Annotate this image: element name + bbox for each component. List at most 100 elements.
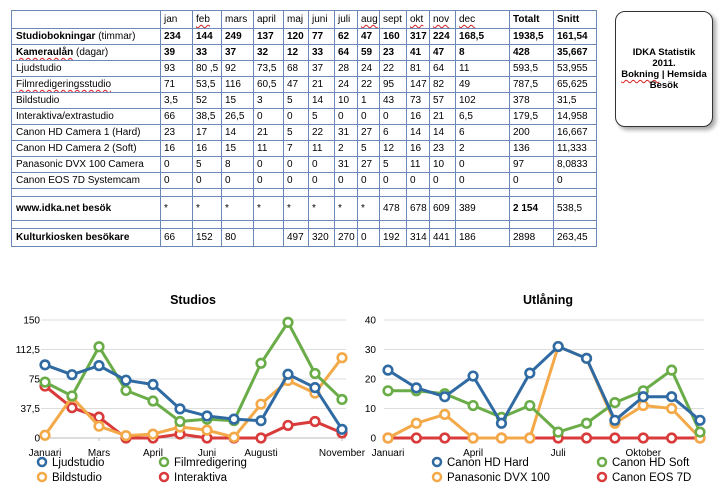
row-label: Kulturkiosken besökare [11, 228, 161, 247]
x-tick-label: Augusti [244, 448, 277, 459]
x-tick-label: Oktober [625, 448, 661, 459]
data-point [336, 352, 348, 364]
x-tick-label: April [463, 448, 483, 459]
data-point [439, 391, 451, 403]
data-point [93, 341, 105, 353]
row-label-text: Canon HD Camera 2 (Soft) [16, 143, 137, 154]
row-label-text: Kameraulån [16, 47, 74, 58]
data-point [228, 413, 240, 425]
data-point [609, 397, 621, 409]
data-point [201, 410, 213, 422]
value-cell: 478 [379, 196, 407, 221]
data-point [282, 368, 294, 380]
avg-cell: 263,45 [553, 228, 597, 247]
legend-marker [596, 471, 608, 483]
data-point [336, 423, 348, 435]
data-point [382, 385, 394, 397]
legend-label: Canon HD Hard [447, 457, 529, 469]
data-point [39, 429, 51, 441]
value-cell: 152 [192, 228, 222, 247]
data-point [255, 398, 267, 410]
data-point [93, 420, 105, 432]
value-cell: 270 [334, 228, 358, 247]
data-point [120, 374, 132, 386]
chart-title: Utlåning [523, 293, 573, 307]
data-point [309, 415, 321, 428]
row-label-text: Ljudstudio [16, 63, 62, 74]
data-point [410, 432, 422, 444]
table-row: www.idka.net besök * * * * * * * * 478 678 609 389 2 … [11, 196, 597, 221]
row-label-text: Filmredigeringsstudio [16, 79, 112, 90]
data-point [524, 367, 536, 379]
legend-marker [36, 456, 48, 468]
value-cell: 314 [406, 228, 430, 247]
chart-1: Utlåning 0 10 20 30 40 Januari April Juli Oktober… [365, 293, 706, 484]
y-tick-label: 0 [370, 434, 376, 445]
data-point [228, 431, 240, 443]
legend-label: Filmredigering [174, 457, 247, 469]
data-point [694, 414, 706, 426]
info-besok: Besök [649, 80, 679, 91]
total-cell: 2 154 [509, 196, 554, 221]
data-point [666, 391, 678, 403]
value-cell: * [308, 196, 335, 221]
data-point [147, 395, 159, 407]
x-tick-label: November [319, 448, 366, 459]
statistics-table: jan feb mars april maj juni juli aug sept okt nov d… [11, 10, 597, 247]
data-point [495, 417, 508, 429]
value-cell: * [221, 196, 254, 221]
table-row: Panasonic DVX 100 Camera 0 5 8 0 0 0 31 27 5 11 10 0… [11, 156, 597, 173]
x-tick-label: Januari [372, 448, 405, 459]
info-year: 2011. [652, 58, 676, 69]
month-header-text: nov [433, 14, 450, 25]
hemsida-link[interactable]: Hemsida [667, 69, 707, 80]
data-point [439, 432, 451, 444]
data-point [309, 367, 321, 380]
data-point [439, 408, 451, 421]
data-point [382, 432, 394, 444]
table-row: Canon EOS 7D Systemcam 0 0 0 0 0 0 0 0 0 0 0 0 0 0 [11, 172, 597, 189]
month-header-text: aug [361, 14, 378, 25]
data-point [93, 411, 105, 423]
chart-0: Studios 0 37,5 75 112,5 150 Januari Mars April Ju… [16, 293, 366, 484]
row-label-text: Canon HD Camera 1 (Hard) [16, 127, 141, 138]
legend-label: Canon HD Soft [612, 457, 690, 469]
row-label-text: Canon EOS 7D Systemcam [16, 175, 140, 186]
legend-marker [158, 456, 170, 468]
month-header-text: dec [459, 14, 476, 25]
row-label-text: Kulturkiosken besökare [16, 232, 130, 243]
legend-marker [431, 456, 443, 468]
data-point [309, 382, 321, 394]
month-header-text: feb [196, 14, 210, 25]
legend-marker [596, 456, 608, 468]
avg-cell: 53,955 [553, 60, 597, 77]
data-point [666, 432, 678, 444]
x-tick-label: Januari [29, 448, 62, 459]
data-point [66, 402, 78, 414]
value-cell: 441 [429, 228, 456, 247]
x-tick-label: Juli [551, 448, 566, 459]
row-label: www.idka.net besök [11, 196, 161, 221]
data-point [147, 378, 159, 391]
spacer-row [11, 220, 597, 229]
data-point [39, 359, 51, 371]
data-point [580, 352, 593, 364]
series-line-canon-hd-soft [388, 368, 702, 434]
legend-label: Panasonic DVX 100 [447, 472, 550, 484]
data-point [120, 384, 132, 397]
row-label-text: Studiobokningar [16, 31, 96, 42]
month-header-text: okt [410, 14, 424, 25]
legend-label: Ljudstudio [52, 457, 104, 469]
data-point [524, 399, 536, 412]
data-point [552, 426, 564, 438]
bokning-link[interactable]: Bokning [621, 69, 660, 80]
data-point [694, 426, 706, 438]
table-header-row: jan feb mars april maj juni juli aug sept okt nov d… [11, 10, 597, 29]
data-point [255, 432, 267, 444]
y-tick-label: 37,5 [21, 404, 41, 415]
row-label-unit: (dagar) [73, 47, 109, 58]
info-links: Bokning | Hemsida [616, 69, 712, 80]
data-point [467, 432, 479, 444]
table-row: Kulturkiosken besökare 66 152 80 497 320 270 0 1… [11, 228, 597, 247]
